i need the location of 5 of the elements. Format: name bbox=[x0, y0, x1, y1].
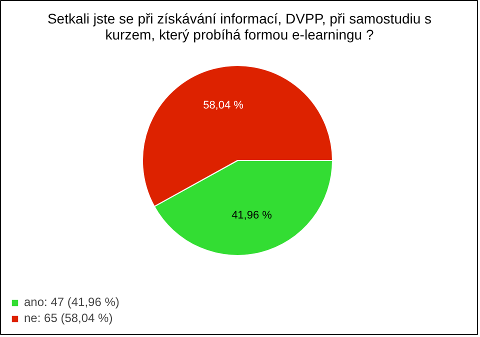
legend-label: ano: 47 (41,96 %) bbox=[24, 295, 120, 309]
data-label: 58,04 % bbox=[203, 99, 244, 112]
data-label: 41,96 % bbox=[232, 210, 272, 222]
chart-title: Setkali jste se při získávání informací, DVPP, při samostudiu s kurzem, který probíhá formou e-learningu ? bbox=[47, 10, 432, 42]
legend-label: ne: 65 (58,04 %) bbox=[24, 311, 113, 325]
